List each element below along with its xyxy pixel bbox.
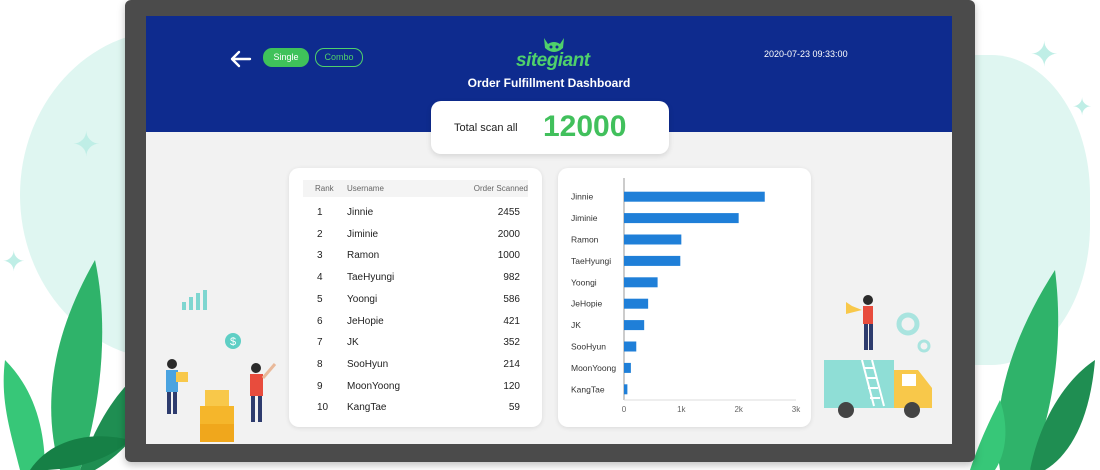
rank-cell: 5	[317, 293, 323, 305]
order-scanned-cell: 120	[503, 380, 520, 392]
orders-bar-chart: Jinnie Jiminie Ramon TaeHyungi Yoongi JeHopie…	[571, 178, 801, 414]
username-cell: TaeHyungi	[347, 272, 395, 284]
table-row: 10 KangTae 59	[303, 400, 528, 418]
giant-head-icon	[544, 38, 564, 52]
rank-cell: 10	[317, 402, 329, 414]
order-scanned-cell: 586	[503, 293, 520, 305]
table-header: Rank Username Order Scanned	[303, 180, 528, 197]
rank-cell: 2	[317, 228, 323, 240]
ranking-table: Rank Username Order Scanned 1 Jinnie 2455 2…	[289, 168, 542, 427]
rank-cell: 8	[317, 358, 323, 370]
arrow-left-icon[interactable]	[230, 50, 252, 68]
x-tick-label: 0	[622, 405, 627, 414]
delivery-truck-illustration	[824, 295, 932, 418]
y-tick-label: Ramon	[571, 235, 599, 245]
order-scanned-cell: 2000	[497, 228, 520, 240]
total-scan-label: Total scan all	[454, 122, 518, 134]
datetime-label: 2020-07-23 09:33:00	[764, 49, 848, 59]
table-row: 9 MoonYoong 120	[303, 379, 528, 397]
column-header-order-scanned: Order Scanned	[473, 184, 528, 193]
username-cell: Ramon	[347, 250, 380, 262]
x-tick-label: 1k	[677, 405, 686, 414]
x-tick-label: 3k	[792, 405, 801, 414]
filter-single-button[interactable]: Single	[263, 48, 309, 67]
username-cell: JK	[347, 337, 359, 349]
column-header-username: Username	[347, 184, 384, 193]
order-scanned-cell: 352	[503, 337, 520, 349]
plant-right-illustration	[970, 270, 1095, 470]
username-cell: Jiminie	[347, 228, 379, 240]
y-tick-label: JK	[571, 320, 581, 330]
username-cell: Jinnie	[347, 207, 374, 218]
y-tick-label: JeHopie	[571, 299, 602, 309]
order-scanned-cell: 982	[503, 272, 520, 284]
bar	[624, 362, 631, 373]
table-row: 4 TaeHyungi 982	[303, 270, 528, 288]
bar	[624, 298, 649, 309]
table-row: 5 Yoongi 586	[303, 292, 528, 310]
y-tick-label: Jinnie	[571, 192, 593, 202]
sparkle-icon: ✦	[1030, 36, 1059, 74]
y-tick-label: MoonYoong	[571, 363, 616, 373]
table-row: 8 SooHyun 214	[303, 357, 528, 375]
bar-chart-card: Jinnie Jiminie Ramon TaeHyungi Yoongi JeHopie…	[558, 168, 811, 427]
sparkle-icon: ✦	[2, 246, 26, 277]
bar	[624, 255, 681, 266]
username-cell: MoonYoong	[347, 380, 401, 392]
y-tick-label: Yoongi	[571, 277, 597, 287]
order-scanned-cell: 59	[508, 402, 520, 414]
username-cell: JeHopie	[347, 315, 384, 327]
table-row: 2 Jiminie 2000	[303, 227, 528, 245]
filter-combo-button[interactable]: Combo	[315, 48, 363, 67]
bar	[624, 277, 658, 288]
table-row: 6 JeHopie 421	[303, 314, 528, 332]
table-row: 3 Ramon 1000	[303, 248, 528, 266]
table-row: 1 Jinnie 2455	[303, 205, 528, 223]
dashboard-screen: Single Combo sitegiant Order Fulfillment…	[146, 16, 952, 444]
dashboard-header: Single Combo sitegiant Order Fulfillment…	[146, 16, 952, 132]
bar	[624, 341, 637, 352]
sparkle-icon: ✦	[1072, 94, 1093, 121]
bar	[624, 213, 739, 224]
rank-cell: 7	[317, 337, 323, 349]
sparkle-icon: ✦	[72, 126, 101, 164]
svg-text:$: $	[230, 336, 236, 348]
username-cell: Yoongi	[347, 293, 378, 305]
username-cell: KangTae	[347, 402, 387, 414]
bar	[624, 320, 645, 331]
rank-cell: 1	[317, 207, 323, 218]
sitegiant-logo: sitegiant	[516, 36, 590, 72]
logo-text: sitegiant	[516, 50, 590, 71]
chart-growth-icon	[182, 290, 207, 310]
bar	[624, 234, 682, 245]
workers-illustration	[166, 359, 277, 442]
y-tick-label: Jiminie	[571, 213, 598, 223]
total-scan-value: 12000	[543, 110, 627, 143]
y-tick-label: KangTae	[571, 384, 605, 394]
y-tick-label: SooHyun	[571, 342, 606, 352]
x-tick-label: 2k	[734, 405, 743, 414]
rank-cell: 3	[317, 250, 323, 262]
rank-cell: 6	[317, 315, 323, 327]
username-cell: SooHyun	[347, 358, 389, 370]
table-row: 7 JK 352	[303, 335, 528, 353]
total-scan-card: Total scan all 12000	[431, 101, 669, 154]
rank-cell: 9	[317, 380, 323, 392]
dashboard-title: Order Fulfillment Dashboard	[467, 76, 631, 90]
order-scanned-cell: 421	[503, 315, 520, 327]
column-header-rank: Rank	[315, 184, 334, 193]
bar	[624, 191, 765, 202]
y-tick-label: TaeHyungi	[571, 256, 611, 266]
dollar-coin-icon: $	[225, 333, 241, 349]
order-scanned-cell: 214	[503, 358, 520, 370]
order-scanned-cell: 2455	[497, 207, 520, 218]
rank-cell: 4	[317, 272, 323, 284]
bar	[624, 384, 628, 395]
order-scanned-cell: 1000	[497, 250, 520, 262]
